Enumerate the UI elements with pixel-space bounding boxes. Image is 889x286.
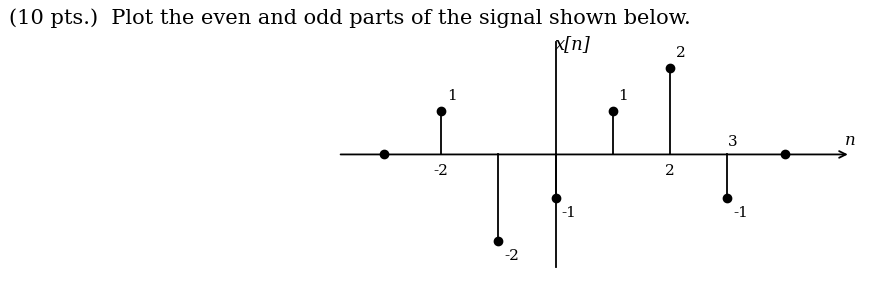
Text: x[n]: x[n]	[555, 35, 590, 53]
Text: 3: 3	[727, 135, 737, 149]
Text: 1: 1	[446, 89, 456, 103]
Text: 2: 2	[665, 164, 675, 178]
Text: 2: 2	[676, 46, 685, 60]
Text: -2: -2	[434, 164, 448, 178]
Text: -2: -2	[504, 249, 519, 263]
Text: 1: 1	[619, 89, 629, 103]
Text: -1: -1	[733, 206, 748, 220]
Text: (10 pts.)  Plot the even and odd parts of the signal shown below.: (10 pts.) Plot the even and odd parts of…	[9, 9, 691, 28]
Text: n: n	[845, 132, 855, 149]
Text: -1: -1	[561, 206, 576, 220]
